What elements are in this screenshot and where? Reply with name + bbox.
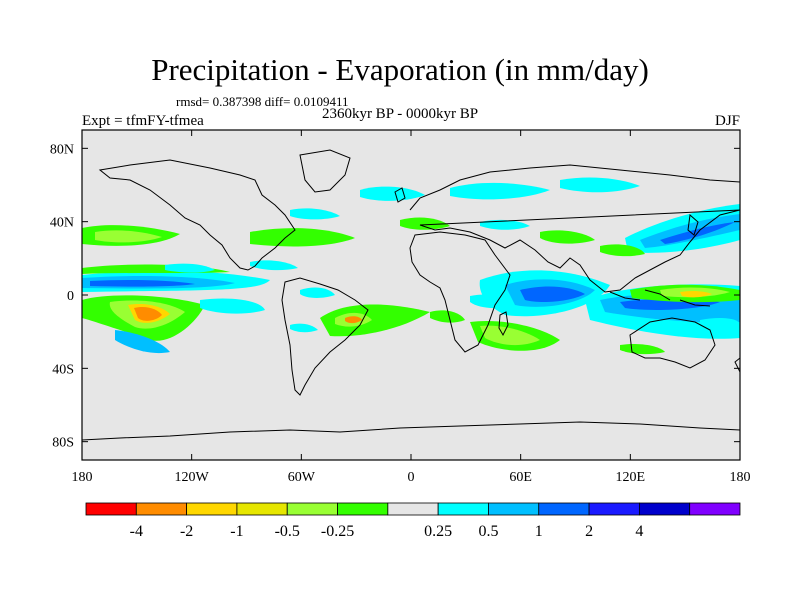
colorbar-label: 0.5 — [478, 523, 498, 540]
coastline-japan — [687, 214, 699, 236]
field-region — [700, 317, 740, 337]
coastline-africa — [409, 231, 511, 353]
field-region — [450, 182, 550, 200]
field-region — [250, 228, 355, 247]
map-panel: 180 120W 60W 0 60E 120E 180 80N 40N 0 40S 80S — [50, 129, 751, 485]
field-region — [290, 323, 318, 333]
colorbar-swatch — [135, 502, 188, 516]
field-region — [165, 263, 215, 273]
coastline-new-zealand — [734, 357, 740, 373]
colorbar-swatch — [186, 502, 238, 516]
field-region — [360, 186, 425, 201]
field-region — [480, 219, 530, 230]
season-label: DJF — [714, 113, 740, 129]
x-tick-label: 0 — [408, 470, 415, 485]
colorbar-swatch — [85, 502, 137, 516]
colorbar-label: 2 — [585, 523, 593, 540]
coastline-greenland — [299, 149, 351, 193]
field-region — [290, 208, 340, 220]
colorbar-label: -2 — [180, 523, 193, 540]
colorbar-label: -4 — [130, 523, 143, 540]
field-region — [560, 177, 640, 193]
x-tick-label: 120E — [616, 470, 646, 485]
x-tick-label: 60E — [509, 470, 532, 485]
field-region — [680, 290, 712, 298]
experiment-label: Expt = tfmFY-tfmea — [82, 113, 204, 129]
colorbar-label: 4 — [635, 523, 643, 540]
x-tick-label: 180 — [730, 470, 751, 485]
y-tick-label: 40N — [50, 216, 74, 231]
coastline-uk — [394, 187, 406, 203]
stats-text: rmsd= 0.387398 diff= 0.0109411 — [176, 94, 349, 109]
field-region — [300, 287, 335, 298]
colorbar-swatch — [488, 502, 540, 516]
colorbar-swatch — [337, 502, 389, 516]
colorbar-label: 1 — [535, 523, 543, 540]
y-tick-label: 40S — [52, 362, 74, 377]
axis-ticks: 180 120W 60W 0 60E 120E 180 80N 40N 0 40S 80S — [50, 130, 751, 485]
coastline-antarctica — [82, 421, 740, 441]
colorbar-swatch — [437, 502, 489, 516]
y-tick-label: 0 — [67, 289, 74, 304]
colorbar-swatch — [638, 502, 691, 516]
coastline-madagascar — [498, 311, 509, 337]
colorbar: -4 -2 -1 -0.5 -0.25 0.25 0.5 1 2 4 — [85, 502, 741, 540]
figure-title: Precipitation - Evaporation (in mm/day) — [151, 52, 649, 87]
coastline-australia — [629, 317, 716, 369]
colorbar-swatch — [689, 502, 741, 516]
colorbar-swatch — [236, 502, 288, 516]
colorbar-label: -0.5 — [275, 523, 300, 540]
field-region — [520, 286, 585, 302]
field-region — [250, 260, 298, 271]
colorbar-label: 0.25 — [424, 523, 452, 540]
x-tick-label: 180 — [72, 470, 93, 485]
y-tick-label: 80S — [52, 436, 74, 451]
coastlines — [82, 149, 740, 441]
colorbar-label: -1 — [230, 523, 243, 540]
y-tick-label: 80N — [50, 142, 74, 157]
field-layer — [82, 177, 740, 355]
field-region — [345, 316, 362, 324]
field-region — [400, 217, 450, 230]
field-region — [600, 244, 645, 257]
field-region — [95, 230, 162, 243]
field-region — [115, 330, 170, 354]
field-region — [540, 230, 595, 244]
field-region — [200, 298, 265, 314]
field-region — [430, 310, 465, 323]
colorbar-label: -0.25 — [321, 523, 354, 540]
period-text: 2360kyr BP - 0000kyr BP — [321, 106, 479, 122]
field-region — [320, 304, 430, 337]
coastline-maritime — [609, 289, 711, 307]
colorbar-swatch — [538, 502, 590, 516]
coastline-north-america — [98, 159, 296, 271]
colorbar-swatch — [286, 502, 338, 516]
field-region — [90, 280, 195, 287]
x-tick-label: 120W — [175, 470, 210, 485]
field-region — [134, 306, 162, 321]
colorbar-swatch — [588, 502, 640, 516]
coastline-eurasia — [409, 164, 740, 293]
colorbar-swatch — [387, 502, 439, 516]
field-region — [480, 325, 540, 346]
x-tick-label: 60W — [288, 470, 316, 485]
coastline-south-america — [281, 277, 369, 396]
